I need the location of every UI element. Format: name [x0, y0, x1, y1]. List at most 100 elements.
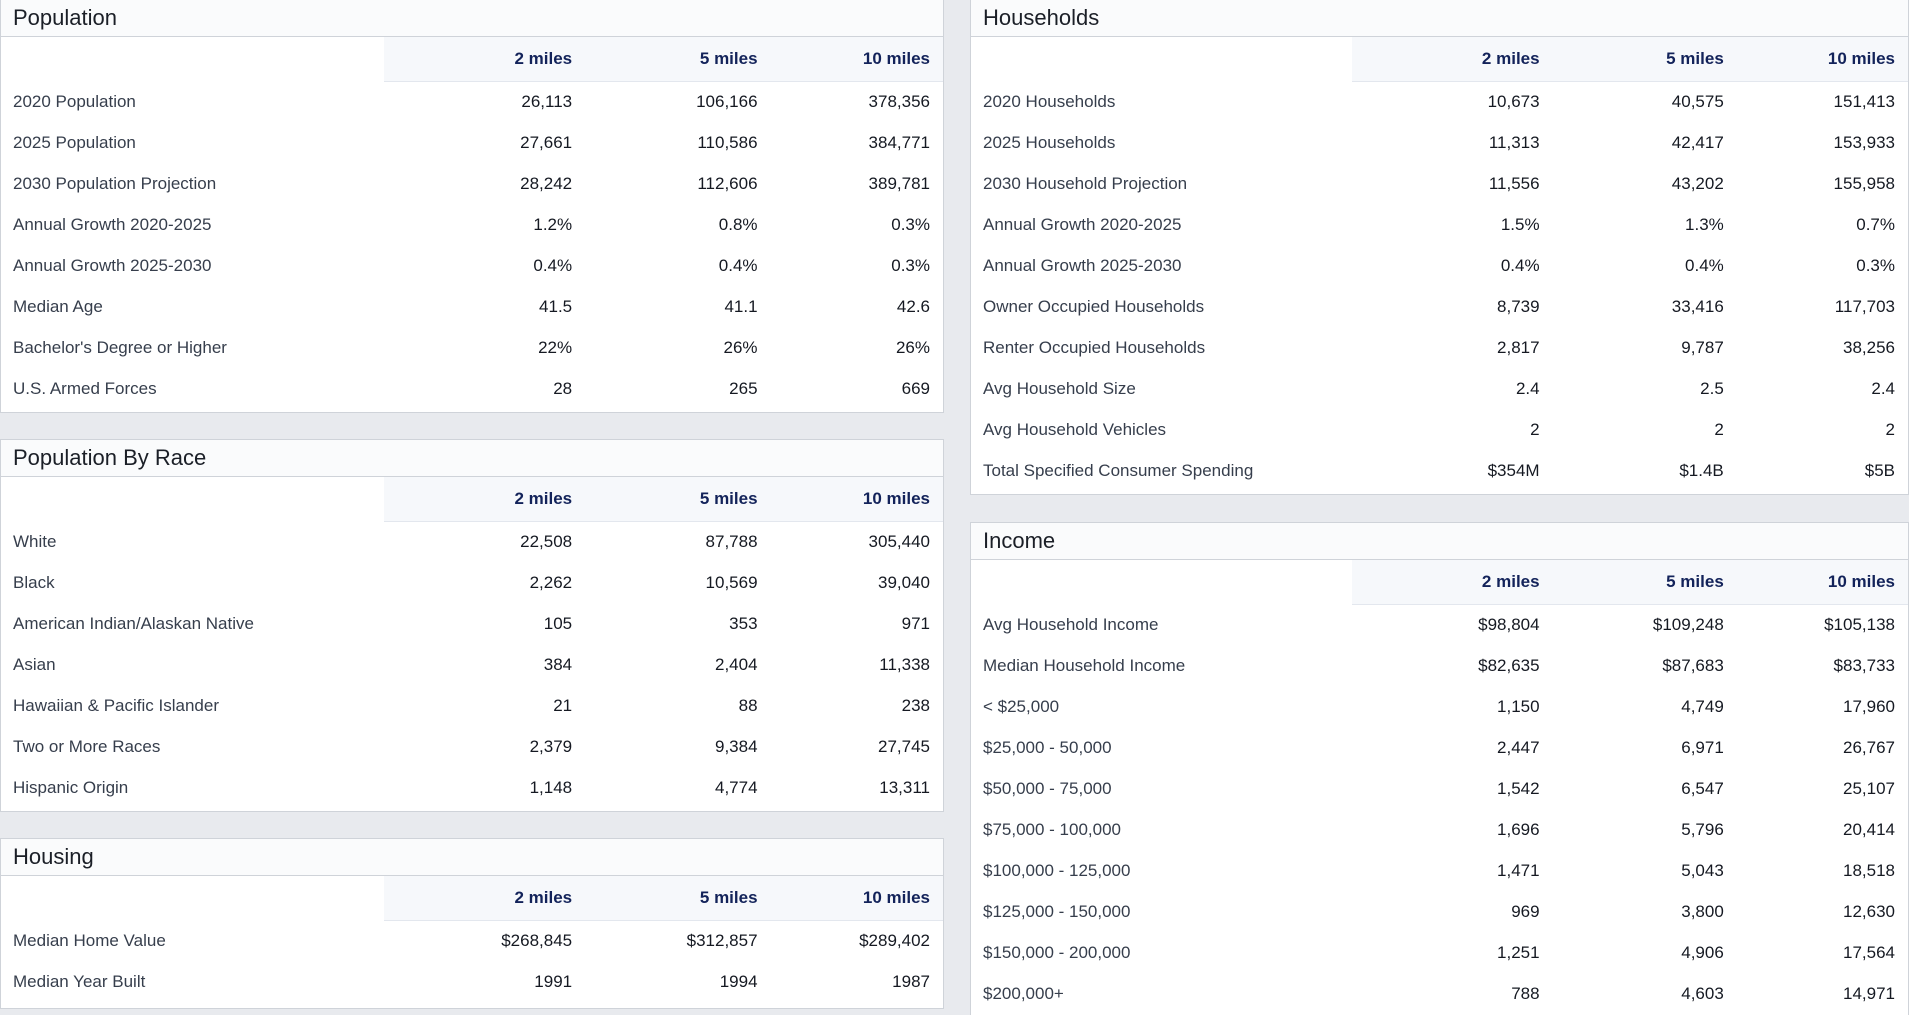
row-label: Asian	[13, 654, 56, 674]
cell-value: 0.8%	[718, 214, 758, 234]
cell-value: 1,251	[1497, 942, 1540, 962]
cell-value: $82,635	[1478, 655, 1540, 675]
cell-value: 42,417	[1671, 132, 1724, 152]
cell-value: 4,774	[715, 777, 758, 797]
households-table: 2 miles 5 miles 10 miles 2020 Households 10,…	[971, 37, 1908, 491]
table-row: $50,000 - 75,000 1,542 6,547 25,107	[971, 768, 1908, 809]
column-header-row: 2 miles 5 miles 10 miles	[971, 37, 1908, 82]
row-label: Renter Occupied Households	[983, 337, 1206, 357]
cell-value: 1.2%	[533, 214, 573, 234]
row-label: Black	[13, 572, 55, 592]
row-label: Owner Occupied Households	[983, 296, 1205, 316]
income-table: 2 miles 5 miles 10 miles Avg Household Inco…	[971, 560, 1908, 1014]
row-label: Hispanic Origin	[13, 777, 129, 797]
cell-value: 26,767	[1843, 737, 1895, 757]
cell-value: $5B	[1864, 460, 1895, 480]
cell-value: $109,248	[1652, 614, 1724, 634]
cell-value: 2.4	[1871, 378, 1895, 398]
table-row: $25,000 - 50,000 2,447 6,971 26,767	[971, 727, 1908, 768]
row-label: 2030 Household Projection	[983, 173, 1188, 193]
row-label: 2020 Households	[983, 91, 1116, 111]
table-row: $150,000 - 200,000 1,251 4,906 17,564	[971, 932, 1908, 973]
row-label: American Indian/Alaskan Native	[13, 613, 254, 633]
column-header-row: 2 miles 5 miles 10 miles	[1, 876, 943, 921]
cell-value: 153,933	[1833, 132, 1895, 152]
cell-value: 28	[553, 378, 573, 398]
cell-value: 151,413	[1833, 91, 1895, 111]
cell-value: $268,845	[501, 930, 573, 950]
cell-value: 155,958	[1833, 173, 1895, 193]
table-row: Asian 384 2,404 11,338	[1, 644, 943, 685]
table-row: Annual Growth 2025-2030 0.4% 0.4% 0.3%	[1, 245, 943, 286]
row-label: 2030 Population Projection	[13, 173, 217, 193]
row-label: 2020 Population	[13, 91, 136, 111]
row-label: Annual Growth 2020-2025	[13, 214, 212, 234]
table-row: 2030 Household Projection 11,556 43,202 155…	[971, 163, 1908, 204]
cell-value: 5,043	[1681, 860, 1724, 880]
cell-value: $83,733	[1833, 655, 1895, 675]
cell-value: 305,440	[868, 531, 930, 551]
cell-value: 1991	[534, 971, 573, 991]
cell-value: 9,384	[715, 736, 758, 756]
table-row: Annual Growth 2025-2030 0.4% 0.4% 0.3%	[971, 245, 1908, 286]
cell-value: 669	[901, 378, 930, 398]
cell-value: 18,518	[1843, 860, 1895, 880]
row-label: U.S. Armed Forces	[13, 378, 157, 398]
cell-value: 2,404	[715, 654, 758, 674]
row-label: Median Year Built	[13, 971, 146, 991]
cell-value: 42.6	[896, 296, 930, 316]
header-spacer	[1, 477, 385, 521]
row-label: < $25,000	[983, 696, 1060, 716]
header-spacer	[1, 876, 385, 920]
column-header: 5 miles	[572, 876, 758, 921]
table-row: Two or More Races 2,379 9,384 27,745	[1, 726, 943, 767]
table-row: Hawaiian & Pacific Islander 21 88 238	[1, 685, 943, 726]
cell-value: 788	[1511, 983, 1540, 1003]
cell-value: 17,960	[1843, 696, 1895, 716]
cell-value: 6,971	[1681, 737, 1724, 757]
row-label: White	[13, 531, 57, 551]
cell-value: 6,547	[1681, 778, 1724, 798]
table-row: Annual Growth 2020-2025 1.2% 0.8% 0.3%	[1, 204, 943, 245]
cell-value: 265	[729, 378, 758, 398]
cell-value: 10,673	[1487, 91, 1540, 111]
cell-value: 105	[543, 613, 573, 633]
cell-value: 0.4%	[718, 255, 758, 275]
cell-value: 0.4%	[1685, 255, 1724, 275]
header-spacer	[971, 560, 1352, 604]
cell-value: 4,603	[1681, 983, 1724, 1003]
cell-value: 384,771	[868, 132, 930, 152]
population-by-race-table: 2 miles 5 miles 10 miles White 22,508 87,788 3…	[1, 477, 943, 808]
cell-value: 33,416	[1671, 296, 1724, 316]
column-header: 2 miles	[384, 876, 573, 921]
table-row: Median Home Value $268,845 $312,857 $289,40…	[1, 920, 943, 961]
row-label: $25,000 - 50,000	[983, 737, 1112, 757]
card-title: Housing	[1, 839, 943, 876]
cell-value: 0.3%	[1856, 255, 1895, 275]
cell-value: 2	[1714, 419, 1724, 439]
cell-value: 2	[1885, 419, 1895, 439]
cell-value: 22,508	[520, 531, 573, 551]
table-row: White 22,508 87,788 305,440	[1, 521, 943, 562]
cell-value: 238	[901, 695, 930, 715]
table-row: 2025 Population 27,661 110,586 384,771	[1, 122, 943, 163]
cell-value: 1,696	[1497, 819, 1540, 839]
cell-value: 1.3%	[1685, 214, 1724, 234]
row-label: $100,000 - 125,000	[983, 860, 1131, 880]
table-row: $125,000 - 150,000 969 3,800 12,630	[971, 891, 1908, 932]
cell-value: $289,402	[859, 930, 930, 950]
cell-value: 28,242	[520, 173, 573, 193]
row-label: $75,000 - 100,000	[983, 819, 1122, 839]
column-header: 2 miles	[1351, 37, 1540, 82]
table-row: Bachelor's Degree or Higher 22% 26% 26%	[1, 327, 943, 368]
cell-value: 87,788	[705, 531, 758, 551]
column-header: 10 miles	[1723, 560, 1908, 605]
cell-value: 26,113	[521, 91, 573, 111]
cell-value: 3,800	[1681, 901, 1724, 921]
cell-value: 1994	[719, 971, 758, 991]
cell-value: 4,906	[1681, 942, 1724, 962]
row-label: Annual Growth 2020-2025	[983, 214, 1182, 234]
row-label: Annual Growth 2025-2030	[13, 255, 212, 275]
row-label: 2025 Population	[13, 132, 136, 152]
